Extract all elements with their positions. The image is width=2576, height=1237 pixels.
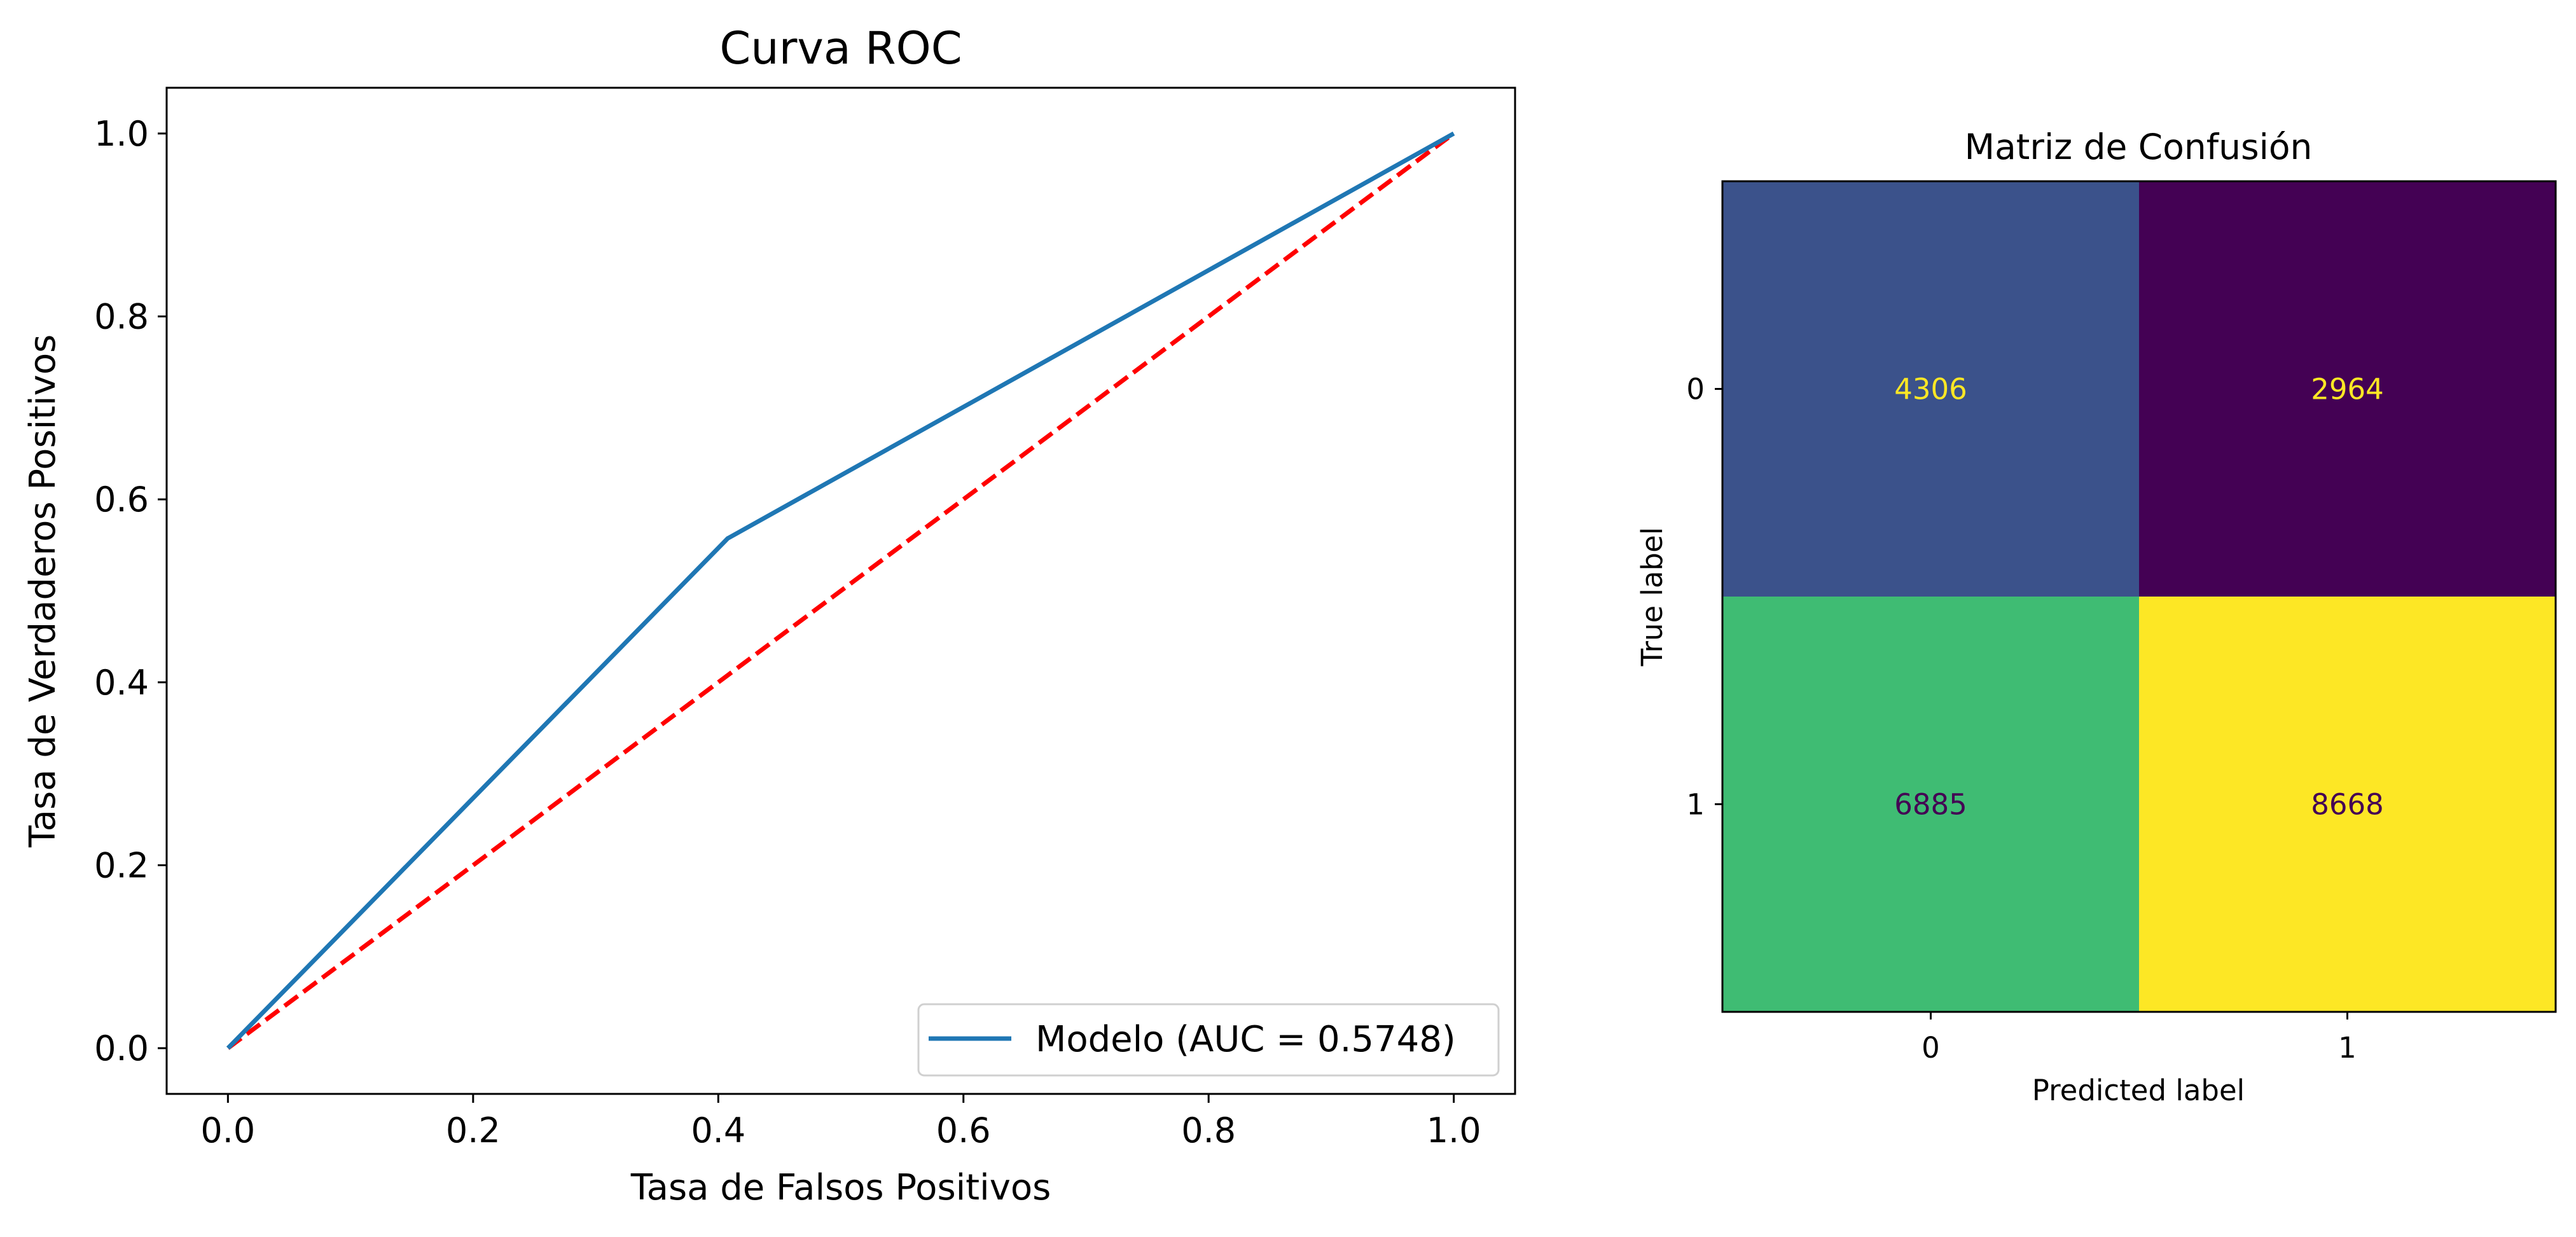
cm-y-tick-label: 1 <box>1686 788 1705 822</box>
roc-x-axis-label: Tasa de Falsos Positivos <box>630 1167 1051 1208</box>
roc-x-tick-label: 0.8 <box>1181 1110 1236 1151</box>
cm-y-ticks: 01 <box>1686 373 1722 822</box>
cm-cell <box>1722 597 2139 1012</box>
cm-y-axis-label: True label <box>1635 527 1669 667</box>
roc-x-ticks: 0.0 0.2 0.4 0.6 0.8 1.0 <box>200 1094 1481 1151</box>
roc-y-tick-label: 0.2 <box>94 845 149 885</box>
roc-x-tick-label: 1.0 <box>1427 1110 1481 1151</box>
roc-x-tick-label: 0.2 <box>446 1110 501 1151</box>
roc-chart: Curva ROC 0.00.20.40.60.81.0 0.0 0.2 0.4 0.… <box>22 22 1516 1208</box>
legend-box <box>917 1003 1500 1077</box>
cm-cell-value: 6885 <box>1894 788 1967 822</box>
cm-cell <box>2139 181 2556 597</box>
cm-title: Matriz de Confusión <box>1965 127 2313 167</box>
cm-cell-value: 8668 <box>2311 788 2384 822</box>
roc-y-ticks: 0.0 0.2 0.4 0.6 0.8 1.0 <box>94 114 167 1068</box>
cm-plot-frame <box>1721 180 2557 1013</box>
cm-y-tick-label: 0 <box>1686 373 1705 406</box>
roc-y-tick-label: 0.6 <box>94 480 149 520</box>
cm-x-tick-label: 1 <box>2338 1031 2357 1065</box>
roc-diagonal-reference <box>226 132 1455 1050</box>
cm-cell <box>2139 597 2556 1012</box>
roc-plot-frame <box>165 86 1516 1095</box>
cm-cell-value: 4306 <box>1894 373 1967 406</box>
cm-cell <box>1722 181 2139 597</box>
roc-y-tick-label: 0.8 <box>94 297 149 337</box>
roc-x-tick-label: 0.4 <box>691 1110 745 1151</box>
cm-cells: 4306 2964 6885 8668 <box>1722 181 2556 1012</box>
roc-curve-model <box>226 131 1455 1050</box>
roc-y-tick-label: 0.4 <box>94 663 149 703</box>
roc-x-tick-label: 0.0 <box>200 1110 255 1151</box>
cm-x-tick-label: 0 <box>1922 1031 1940 1065</box>
roc-x-tick-label: 0.6 <box>936 1110 991 1151</box>
roc-legend: Modelo (AUC = 0.5748) <box>917 1003 1500 1077</box>
roc-y-axis-label: Tasa de Verdaderos Positivos <box>22 335 64 848</box>
roc-lines <box>226 131 1455 1050</box>
cm-cell-value: 2964 <box>2311 373 2384 406</box>
cm-x-axis-label: Predicted label <box>2032 1074 2245 1107</box>
roc-y-tick-label: 1.0 <box>94 114 149 154</box>
roc-y-tick-label: 0.0 <box>94 1028 149 1068</box>
legend-label: Modelo (AUC = 0.5748) <box>1035 1019 1456 1060</box>
roc-title: Curva ROC <box>719 22 962 74</box>
